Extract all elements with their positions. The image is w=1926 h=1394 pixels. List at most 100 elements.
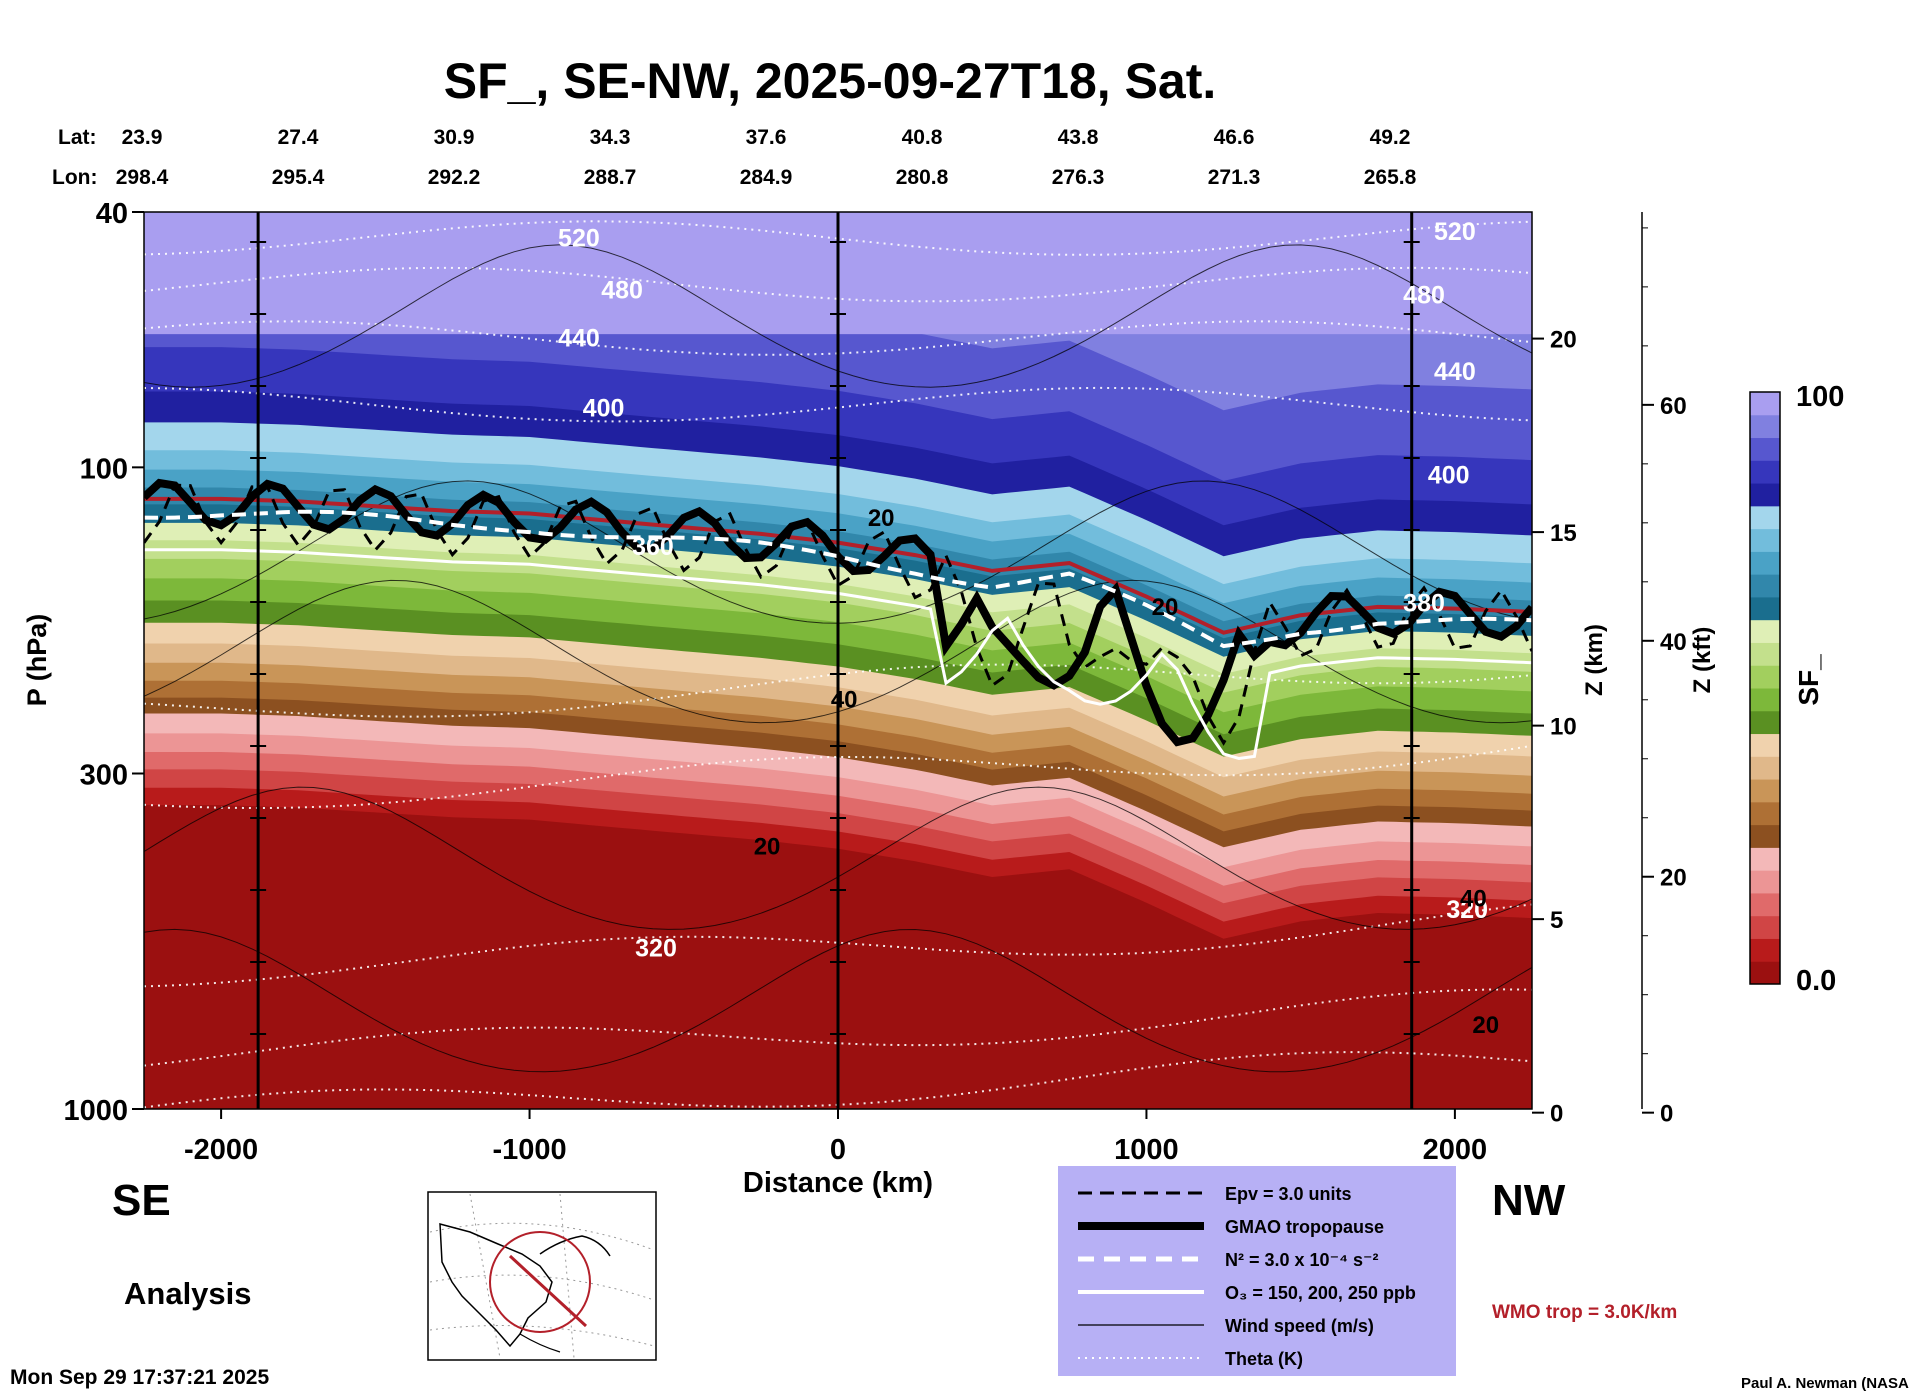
wind-label: 40 xyxy=(1460,886,1487,913)
chart-title: SF_, SE-NW, 2025-09-27T18, Sat. xyxy=(444,53,1217,109)
lon-value: 265.8 xyxy=(1364,166,1417,189)
lat-value: 34.3 xyxy=(590,126,631,149)
z-tick-label: 20 xyxy=(1550,327,1577,354)
lat-label: Lat: xyxy=(58,126,97,149)
legend-item-label: N² = 3.0 x 10⁻⁴ s⁻² xyxy=(1225,1250,1378,1270)
legend-item-label: Wind speed (m/s) xyxy=(1225,1316,1374,1336)
colorbar-swatch xyxy=(1750,460,1780,484)
colorbar-swatch xyxy=(1750,414,1780,439)
analysis-label: Analysis xyxy=(124,1276,252,1311)
colorbar-swatch xyxy=(1750,824,1780,848)
lon-value: 298.4 xyxy=(116,166,169,189)
lon-value: 280.8 xyxy=(896,166,949,189)
colorbar-swatch xyxy=(1750,847,1780,871)
contour-labels: 5204804404003603205204804404003803202020… xyxy=(558,218,1499,1039)
theta-label: 440 xyxy=(1434,358,1476,386)
direction-nw: NW xyxy=(1492,1176,1566,1225)
kft-axis-title: Z (kft) xyxy=(1689,627,1716,694)
theta-label: 400 xyxy=(1428,462,1470,490)
lon-value: 292.2 xyxy=(428,166,481,189)
lon-value: 284.9 xyxy=(740,166,793,189)
x-tick-label: 1000 xyxy=(1114,1134,1179,1166)
lat-value: 49.2 xyxy=(1370,126,1411,149)
theta-contour xyxy=(144,220,1532,256)
theta-contour xyxy=(144,386,1532,423)
colorbar-swatch xyxy=(1750,437,1780,461)
legend-item-label: GMAO tropopause xyxy=(1225,1217,1384,1237)
colorbar-min-label: 0.0 xyxy=(1796,965,1836,997)
colorbar-swatch xyxy=(1750,483,1780,507)
theta-label: 480 xyxy=(1403,282,1445,310)
colorbar-swatch xyxy=(1750,619,1780,643)
kft-tick-label: 0 xyxy=(1660,1101,1673,1128)
theta-label: 360 xyxy=(632,533,674,561)
colorbar-swatch xyxy=(1750,938,1780,962)
lon-value: 271.3 xyxy=(1208,166,1261,189)
x-tick-label: -2000 xyxy=(184,1134,258,1166)
z-tick-label: 15 xyxy=(1550,520,1577,547)
legend-box xyxy=(1058,1166,1456,1376)
lat-value: 30.9 xyxy=(434,126,475,149)
theta-contour xyxy=(144,320,1532,356)
colorbar-swatch xyxy=(1750,733,1780,757)
colorbar-swatch xyxy=(1750,574,1780,598)
colorbar-swatch xyxy=(1750,665,1780,689)
legend-item-label: Theta (K) xyxy=(1225,1349,1303,1369)
x-tick-label: 0 xyxy=(830,1134,846,1166)
z-tick-label: 10 xyxy=(1550,714,1577,741)
wind-label: 20 xyxy=(868,505,895,532)
n2-contour xyxy=(144,509,1532,649)
y-axis-title: P (hPa) xyxy=(22,614,52,707)
y-tick-label: 100 xyxy=(80,453,128,485)
colorbar-swatch xyxy=(1750,779,1780,803)
theta-label: 320 xyxy=(1446,896,1488,924)
theta-label: 380 xyxy=(1403,589,1445,617)
colorbar-swatch xyxy=(1750,961,1780,985)
z-axis-title: Z (km) xyxy=(1581,624,1608,696)
lat-value: 23.9 xyxy=(122,126,163,149)
legend: Epv = 3.0 units GMAO tropopause N² = 3.0 x… xyxy=(1078,1184,1416,1369)
colorbar-title: SF_ xyxy=(1793,654,1824,706)
y-axis-z-km: 0 5 10 15 20 xyxy=(1532,327,1577,1128)
colorbar-swatch xyxy=(1750,551,1780,575)
y-axis-z-kft: 0 20 40 60 xyxy=(1641,212,1687,1128)
wind-label: 20 xyxy=(1472,1012,1499,1039)
colorbar-swatch xyxy=(1750,688,1780,712)
inset-map xyxy=(427,1191,657,1361)
lon-label: Lon: xyxy=(52,166,97,189)
theta-contour xyxy=(144,903,1532,988)
colorbar-swatch xyxy=(1750,870,1780,894)
plot-area: 5204804404003603205204804404003803202020… xyxy=(144,212,1532,1109)
z-tick-label: 0 xyxy=(1550,1101,1563,1128)
wind-label: 20 xyxy=(1152,594,1179,621)
colorbar-swatch xyxy=(1750,642,1780,666)
z-tick-label: 5 xyxy=(1550,907,1563,934)
lon-value: 276.3 xyxy=(1052,166,1105,189)
wind-label: 20 xyxy=(754,834,781,861)
colorbar-swatch xyxy=(1750,392,1780,416)
lat-value: 27.4 xyxy=(278,126,319,149)
theta-contour xyxy=(144,266,1532,303)
theta-label: 520 xyxy=(1434,218,1476,246)
lon-values: 298.4 295.4 292.2 288.7 284.9 280.8 276.3 271.3… xyxy=(116,166,1417,189)
theta-label: 400 xyxy=(583,395,625,423)
colorbar-swatch xyxy=(1750,528,1780,552)
colorbar-swatch xyxy=(1750,892,1780,917)
theta-label: 440 xyxy=(558,325,600,353)
lat-values: 23.9 27.4 30.9 34.3 37.6 40.8 43.8 46.6 49.2 xyxy=(122,126,1411,149)
theta-label: 480 xyxy=(601,276,643,304)
credit: Paul A. Newman (NASA xyxy=(1741,1375,1909,1392)
legend-item-label: O₃ = 150, 200, 250 ppb xyxy=(1225,1283,1416,1303)
timestamp: Mon Sep 29 17:37:21 2025 xyxy=(10,1366,269,1389)
y-tick-label: 40 xyxy=(96,198,128,230)
colorbar-swatch xyxy=(1750,710,1780,735)
lon-value: 288.7 xyxy=(584,166,637,189)
kft-tick-label: 20 xyxy=(1660,865,1687,892)
x-tick-label: 2000 xyxy=(1423,1134,1488,1166)
theta-contour xyxy=(144,1051,1532,1109)
colorbar-frame xyxy=(1749,391,1781,985)
colorbar-max-label: 100 xyxy=(1796,381,1844,413)
kft-tick-label: 60 xyxy=(1660,393,1687,420)
theta-label: 320 xyxy=(635,934,677,962)
